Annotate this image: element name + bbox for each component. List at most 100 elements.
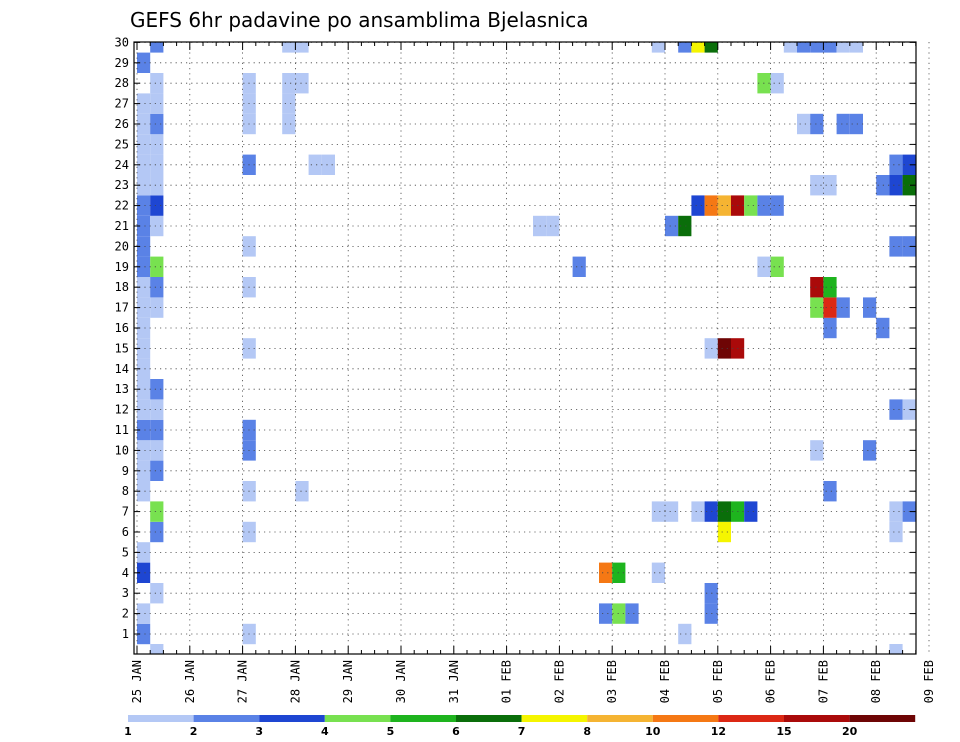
- heatmap-cell: [770, 256, 784, 277]
- heatmap-cell: [150, 440, 164, 461]
- heatmap-cell: [704, 195, 718, 216]
- heatmap-cell: [836, 297, 850, 318]
- heatmap-cell: [783, 42, 797, 53]
- y-tick-label: 26: [115, 117, 129, 131]
- heatmap-cell: [150, 277, 164, 298]
- heatmap-cells: [137, 42, 916, 654]
- legend-swatch: [324, 715, 391, 722]
- heatmap-cell: [889, 521, 903, 543]
- x-tick-label: 03 FEB: [605, 660, 619, 703]
- legend-label: 4: [321, 725, 329, 738]
- heatmap-cell: [137, 277, 151, 298]
- heatmap-cell: [849, 42, 863, 53]
- heatmap-cell: [137, 623, 151, 645]
- heatmap-cell: [137, 379, 151, 400]
- y-tick-label: 29: [115, 56, 129, 70]
- heatmap-cell: [691, 195, 705, 216]
- heatmap-cell: [823, 42, 837, 53]
- heatmap-cell: [651, 562, 665, 583]
- heatmap-cell: [137, 419, 151, 441]
- heatmap-cell: [150, 195, 164, 216]
- y-tick-label: 16: [115, 321, 129, 335]
- y-tick-label: 18: [115, 280, 129, 294]
- y-tick-label: 14: [115, 362, 129, 376]
- y-tick-label: 15: [115, 341, 129, 355]
- heatmap-cell: [889, 154, 903, 175]
- y-tick-label: 22: [115, 199, 129, 213]
- x-tick-label: 04 FEB: [658, 660, 672, 703]
- heatmap-cell: [810, 113, 824, 135]
- legend-swatch: [849, 715, 916, 722]
- x-tick-label: 26 JAN: [183, 660, 197, 703]
- y-tick-label: 30: [115, 35, 129, 49]
- legend-label: 6: [452, 725, 460, 738]
- heatmap-cell: [137, 440, 151, 461]
- heatmap-cell: [137, 603, 151, 624]
- x-tick-label: 09 FEB: [922, 660, 936, 703]
- heatmap-cell: [150, 521, 164, 543]
- y-tick-label: 11: [115, 423, 129, 437]
- heatmap-cell: [137, 93, 151, 114]
- legend-label: 20: [842, 725, 858, 738]
- x-tick-label: 29 JAN: [341, 660, 355, 703]
- x-axis-ticks: 25 JAN 26 JAN 27 JAN 28 JAN 29 JAN 30 JAN 31 J…: [130, 42, 936, 703]
- x-tick-label: 27 JAN: [236, 660, 250, 703]
- heatmap-cell: [137, 52, 151, 73]
- legend-label: 3: [255, 725, 263, 738]
- heatmap-cell: [599, 603, 613, 624]
- heatmap-cell: [691, 501, 705, 522]
- heatmap-cell: [150, 583, 164, 604]
- heatmap-cell: [704, 338, 718, 359]
- heatmap-cell: [150, 93, 164, 114]
- heatmap-cell: [137, 195, 151, 216]
- heatmap-cell: [150, 42, 164, 53]
- legend-swatch: [718, 715, 784, 722]
- heatmap-cell: [665, 501, 679, 522]
- heatmap-cell: [810, 440, 824, 461]
- heatmap-cell: [150, 379, 164, 400]
- x-tick-label: 25 JAN: [130, 660, 144, 703]
- heatmap-cell: [137, 562, 151, 583]
- heatmap-cell: [150, 644, 164, 654]
- heatmap-cell: [137, 542, 151, 563]
- x-tick-label: 30 JAN: [394, 660, 408, 703]
- heatmap-cell: [137, 358, 151, 379]
- heatmap-cell: [137, 154, 151, 175]
- heatmap-cell: [889, 644, 903, 654]
- heatmap-cell: [836, 42, 850, 53]
- heatmap-cell: [810, 297, 824, 318]
- heatmap-cell: [889, 501, 903, 522]
- x-tick-label: 31 JAN: [447, 660, 461, 703]
- legend-label: 2: [190, 725, 198, 738]
- heatmap-cell: [836, 113, 850, 135]
- heatmap-cell: [744, 501, 758, 522]
- heatmap-cell: [150, 154, 164, 175]
- heatmap-cell: [849, 113, 863, 135]
- y-tick-label: 4: [122, 566, 129, 580]
- legend-label: 1: [124, 725, 132, 738]
- heatmap-cell: [704, 42, 718, 53]
- y-tick-label: 3: [122, 586, 129, 600]
- y-axis-ticks: 1234567891011121314151617181920212223242…: [115, 35, 916, 641]
- legend-swatch: [587, 715, 653, 722]
- legend-swatch: [259, 715, 325, 722]
- y-tick-label: 9: [122, 464, 129, 478]
- heatmap-cell: [863, 297, 877, 318]
- heatmap-cell: [770, 73, 784, 94]
- heatmap-cell: [282, 73, 296, 94]
- heatmap-cell: [150, 215, 164, 237]
- y-tick-label: 24: [115, 158, 129, 172]
- heatmap-cell: [863, 440, 877, 461]
- heatmap-cell: [282, 93, 296, 114]
- y-tick-label: 17: [115, 301, 129, 315]
- heatmap-cell: [282, 113, 296, 135]
- heatmap-cell: [321, 154, 335, 175]
- legend-swatch: [128, 715, 194, 722]
- y-tick-label: 12: [115, 403, 129, 417]
- heatmap-cell: [744, 195, 758, 216]
- heatmap-cell: [137, 256, 151, 277]
- heatmap-cell: [150, 399, 164, 420]
- legend-label: 10: [645, 725, 661, 738]
- y-tick-label: 1: [122, 627, 129, 641]
